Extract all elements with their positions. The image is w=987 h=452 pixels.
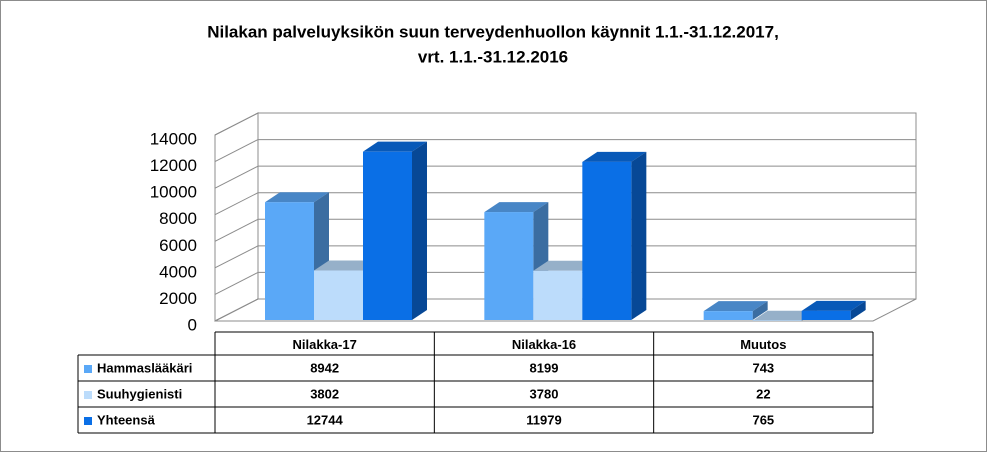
table-value: 12744 bbox=[307, 412, 344, 427]
bar-top bbox=[533, 260, 598, 271]
y-tick-label: 8000 bbox=[159, 209, 197, 228]
table-value: 765 bbox=[752, 412, 774, 427]
bar-side bbox=[412, 141, 427, 320]
chart-title: Nilakan palveluyksikön suun terveydenhuo… bbox=[207, 22, 779, 41]
table-value: 11979 bbox=[526, 412, 561, 427]
table-value: 8942 bbox=[310, 360, 339, 375]
bar-front bbox=[752, 320, 802, 321]
y-tick-label: 0 bbox=[188, 315, 197, 334]
bar-front bbox=[484, 212, 534, 320]
legend-label: Hammaslääkäri bbox=[97, 360, 192, 375]
x-tick-label: Muutos bbox=[740, 337, 786, 352]
bar-side bbox=[752, 301, 768, 320]
bar-top bbox=[703, 301, 768, 312]
legend-swatch bbox=[84, 391, 92, 399]
y-tick-label: 14000 bbox=[150, 129, 197, 148]
y-tick-label: 10000 bbox=[150, 183, 197, 202]
bar-front bbox=[265, 202, 314, 320]
bar-front bbox=[363, 151, 412, 320]
table-value: 743 bbox=[752, 360, 774, 375]
legend-label: Suuhygienisti bbox=[97, 386, 182, 401]
chart-title: vrt. 1.1.-31.12.2016 bbox=[418, 47, 568, 66]
bar-top bbox=[484, 202, 549, 213]
bar-top bbox=[363, 141, 427, 152]
legend-label: Yhteensä bbox=[97, 412, 156, 427]
grid-line bbox=[214, 112, 259, 136]
bar bbox=[484, 202, 549, 320]
x-tick-label: Nilakka-17 bbox=[293, 337, 357, 352]
bar bbox=[582, 151, 647, 320]
grid-line bbox=[214, 218, 259, 242]
bar-front bbox=[314, 270, 363, 320]
table-value: 3802 bbox=[310, 386, 339, 401]
bar-front bbox=[533, 270, 583, 320]
y-tick-label: 12000 bbox=[150, 156, 197, 175]
grid-line bbox=[214, 139, 259, 163]
bar-side bbox=[631, 151, 647, 320]
legend-swatch bbox=[84, 365, 92, 373]
grid-line bbox=[214, 271, 259, 295]
side-wall bbox=[214, 112, 259, 322]
bar-side bbox=[850, 300, 866, 320]
grid-line bbox=[214, 165, 259, 189]
bar-top bbox=[265, 192, 329, 203]
grid-line bbox=[214, 298, 259, 322]
bar-top bbox=[582, 151, 647, 162]
bar-front bbox=[582, 161, 632, 320]
bar-top bbox=[801, 300, 866, 311]
y-tick-label: 6000 bbox=[159, 236, 197, 255]
bar bbox=[703, 301, 768, 320]
bar-front bbox=[801, 310, 851, 320]
table-value: 8199 bbox=[530, 360, 559, 375]
table-value: 3780 bbox=[530, 386, 559, 401]
bar bbox=[363, 141, 427, 320]
table-value: 22 bbox=[756, 386, 770, 401]
grid-line bbox=[214, 245, 259, 269]
grid-line bbox=[214, 192, 259, 216]
y-tick-label: 2000 bbox=[159, 289, 197, 308]
bar-front bbox=[703, 311, 753, 320]
bar-top bbox=[752, 310, 817, 321]
bar-top bbox=[314, 260, 378, 271]
legend-swatch bbox=[84, 417, 92, 425]
x-tick-label: Nilakka-16 bbox=[512, 337, 576, 352]
y-tick-label: 4000 bbox=[159, 262, 197, 281]
bar bbox=[801, 300, 866, 320]
